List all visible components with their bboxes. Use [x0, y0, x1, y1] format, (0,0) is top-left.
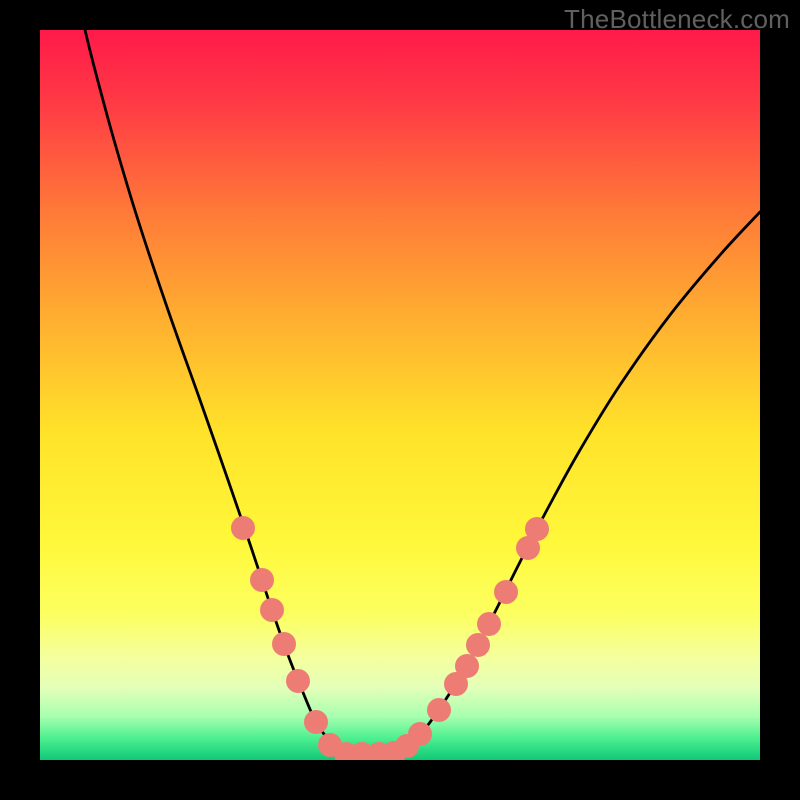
bottleneck-chart	[0, 0, 800, 800]
data-point	[494, 580, 518, 604]
data-point	[286, 669, 310, 693]
chart-container: TheBottleneck.com	[0, 0, 800, 800]
data-point	[250, 568, 274, 592]
data-point	[466, 633, 490, 657]
data-point	[408, 722, 432, 746]
watermark-text: TheBottleneck.com	[564, 4, 790, 35]
data-point	[525, 517, 549, 541]
data-point	[231, 516, 255, 540]
data-point	[304, 710, 328, 734]
data-point	[477, 612, 501, 636]
heat-gradient-area	[40, 30, 760, 760]
data-point	[427, 698, 451, 722]
data-point	[272, 632, 296, 656]
data-point	[260, 598, 284, 622]
data-point	[455, 654, 479, 678]
